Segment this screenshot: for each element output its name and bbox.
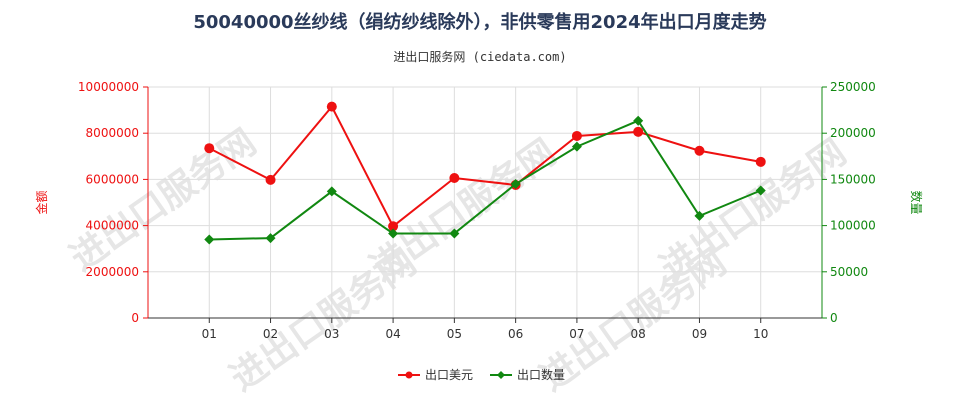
series-line-1 xyxy=(208,104,761,228)
legend-label-1: 出口美元 xyxy=(425,368,473,382)
series-1-point xyxy=(633,126,644,137)
series-2-point xyxy=(633,115,644,126)
series-2-point xyxy=(755,185,766,196)
series-1-point xyxy=(755,156,766,167)
series-1-point xyxy=(326,101,337,112)
legend-marker-2 xyxy=(497,371,505,379)
x-tick-label: 06 xyxy=(508,327,523,341)
y-axis-right-title: 数量 xyxy=(909,190,924,214)
series-2-point xyxy=(694,210,705,221)
x-tick-label: 07 xyxy=(569,327,584,341)
y-left-tick-label: 4000000 xyxy=(86,219,139,233)
x-tick-label: 04 xyxy=(385,327,400,341)
series-2-point xyxy=(265,233,276,244)
series-1-point xyxy=(388,221,399,232)
series-1-point xyxy=(571,130,582,141)
y-left-tick-label: 8000000 xyxy=(86,126,139,140)
x-tick-label: 02 xyxy=(263,327,278,341)
y-right-tick-label: 200000 xyxy=(830,126,876,140)
series-1-point xyxy=(204,143,215,154)
y-left-tick-label: 2000000 xyxy=(86,265,139,279)
x-tick-label: 10 xyxy=(753,327,768,341)
y-left-tick-label: 0 xyxy=(131,311,139,325)
y-right-tick-label: 100000 xyxy=(830,219,876,233)
chart-title: 50040000丝纱线（绢纺纱线除外），非供零售用2024年出口月度走势 xyxy=(193,12,767,33)
series-2-point xyxy=(571,141,582,152)
y-axis-left-title: 金额 xyxy=(34,190,49,214)
x-tick-label: 03 xyxy=(324,327,339,341)
x-tick-label: 08 xyxy=(631,327,646,341)
series-2-point xyxy=(326,186,337,197)
series-line-2 xyxy=(209,119,762,241)
x-tick-label: 01 xyxy=(202,327,217,341)
series-1-point xyxy=(449,173,460,184)
y-right-tick-label: 0 xyxy=(830,311,838,325)
x-tick-label: 05 xyxy=(447,327,462,341)
y-right-tick-label: 150000 xyxy=(830,172,876,186)
series-2-point xyxy=(510,179,521,190)
y-right-tick-label: 250000 xyxy=(830,80,876,94)
series-2-point xyxy=(449,228,460,239)
series-1-point xyxy=(265,174,276,185)
legend-label-2: 出口数量 xyxy=(517,367,565,382)
watermark-text: 进出口服务网 xyxy=(63,122,263,279)
series-1-point xyxy=(694,145,705,156)
y-left-tick-label: 10000000 xyxy=(78,80,139,94)
x-tick-label: 09 xyxy=(692,327,707,341)
series-2-point xyxy=(388,228,399,239)
y-left-tick-label: 6000000 xyxy=(86,172,139,186)
legend-marker-1 xyxy=(405,371,413,379)
y-right-tick-label: 50000 xyxy=(830,265,868,279)
series-2-point xyxy=(204,234,215,245)
chart-subtitle: 进出口服务网 (ciedata.com) xyxy=(393,50,567,64)
